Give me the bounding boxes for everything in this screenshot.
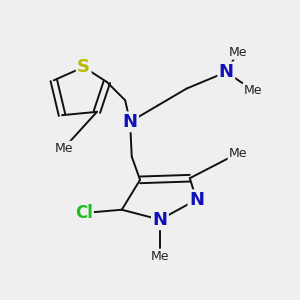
Text: N: N bbox=[123, 113, 138, 131]
Text: Me: Me bbox=[229, 147, 247, 160]
Text: Me: Me bbox=[244, 84, 262, 97]
Text: Me: Me bbox=[229, 46, 247, 59]
Text: N: N bbox=[152, 211, 167, 229]
Text: Me: Me bbox=[151, 250, 169, 263]
Text: N: N bbox=[189, 191, 204, 209]
Text: Me: Me bbox=[55, 142, 73, 155]
Text: Cl: Cl bbox=[75, 204, 93, 222]
Text: N: N bbox=[219, 63, 234, 81]
Text: S: S bbox=[77, 58, 90, 76]
